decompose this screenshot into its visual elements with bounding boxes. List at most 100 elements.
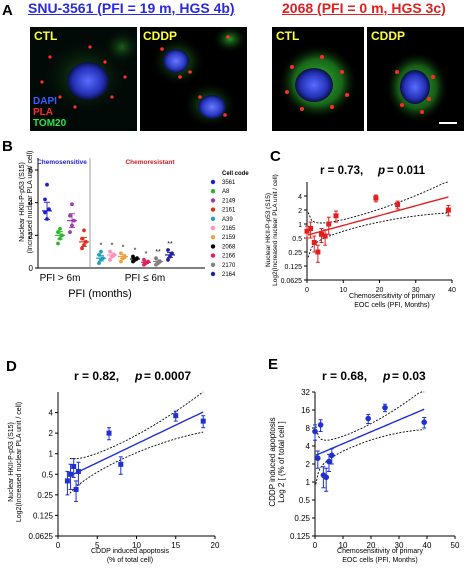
panel-e-ylabel-2: Log 2 [ (% of total cell ] [277,421,286,502]
c-point [304,228,310,234]
panel-c-stat-p-value: = 0.011 [387,165,426,177]
d-point [200,418,206,424]
panel-b-legend-label: 2165 [222,226,236,232]
e-ytick-label: 32 [301,388,310,397]
d-xtick-label: 20 [211,541,220,550]
image-label-snu-ctl: CTL [34,29,58,43]
d-point [71,463,77,469]
panel-b-point [58,226,62,231]
panel-b-point [43,197,47,202]
d-ytick-label: 0.0625 [29,532,54,541]
e-point [421,419,427,426]
panel-e-stat-r: r = 0.68, [322,369,367,383]
panel-e-ylabel-1: CDDP induced apoptosis [268,417,277,506]
c-ci-upper [307,181,449,224]
panel-a-letter: A [2,2,13,19]
e-ytick-label: 8 [306,424,311,433]
e-xtick-label: 0 [313,541,318,550]
image-label-2068-cddp: CDDP [371,29,406,43]
d-ci-upper [69,391,204,460]
c-ytick-label: 2 [298,208,302,215]
e-xtick-label: 10 [339,541,348,550]
panel-d-stat-p-label: p [134,369,142,383]
panel-d-xlabel-2: (% of total cell) [107,557,153,564]
e-ytick-label: 16 [301,406,310,415]
panel-b-legend-label: 2149 [222,198,236,204]
c-point [319,231,324,237]
e-point [317,422,324,428]
panel-c-xlabel-2: EOC cells (PFI, Months) [354,302,429,309]
panel-b-significance: * [145,251,148,258]
panel-b-legend-marker [210,262,216,267]
c-xtick-label: 0 [305,287,309,294]
d-ytick-label: 4 [49,409,54,418]
micrograph-snu-ctl-image [30,27,137,131]
panel-b-point [70,202,74,207]
e-point [315,455,321,462]
panel-d-stat-p-value: = 0.0007 [144,369,191,383]
e-ci-upper [315,391,425,441]
scale-bar [439,122,457,124]
micrograph-snu-cddp-image [140,27,247,131]
panel-b-legend-marker [210,189,216,194]
panel-e-xlabel-2: EOC cells (PFI, Months) [342,557,417,564]
panel-b-point [108,257,112,262]
micrograph-snu-cddp [140,27,247,131]
panel-b-legend-marker [210,225,216,231]
c-point [311,240,317,246]
c-ytick-label: 0.0625 [281,278,303,285]
c-point [322,233,328,239]
panel-b-ytick-label: 4 [29,199,34,208]
panel-b-point [166,257,170,262]
e-ytick-label: 4 [306,442,311,451]
e-xtick-label: 30 [395,541,404,550]
c-point [326,221,332,227]
c-point [373,195,379,201]
panel-b-significance: ** [155,249,161,256]
panel-b-ylabel-1: Nuclear HKII-P-p53 (S15) [19,162,26,242]
c-ytick-label: 0.125 [284,264,302,271]
panel-b-legend-title: Cell code [222,171,249,177]
d-ytick-label: 0.25 [37,491,53,500]
d-point [64,478,70,484]
d-xtick-label: 10 [132,541,141,550]
panel-b-point [56,241,60,246]
panel-b-xlabel: PFI (months) [68,288,132,300]
panel-c-chart: r = 0.73, p = 0.011 Nuclear HKII-P-p53 (… [265,165,456,309]
panel-b-legend-marker [210,253,216,258]
micrograph-2068-cddp [367,27,464,131]
c-xtick-label: 20 [376,287,384,294]
panel-b-point [82,228,86,233]
panel-b-point [166,248,170,252]
d-ytick-label: 2 [49,429,54,438]
panel-d-ylabel-1: Nuclear HKII-P-p53 (S15) [8,422,15,502]
stain-label-tom20: TOM20 [33,118,67,129]
panel-b-legend-label: 2170 [222,263,236,269]
panel-e-stat-p-value: = 0.03 [392,369,426,383]
panel-b-point [119,259,123,264]
panel-b-xcat-1: PFI > 6m [40,273,81,284]
e-point [329,452,335,459]
panel-b-significance: * [122,244,125,251]
d-point [75,468,81,474]
panel-b-legend-label: 2159 [222,235,236,241]
c-point [315,249,321,255]
e-point [365,415,371,422]
panel-b-legend-label: A39 [222,217,233,223]
e-ytick-label: 0.25 [294,514,310,523]
micrograph-snu-ctl [30,27,137,131]
panel-b-group-chemosensitive: Chemosensitive [37,159,87,166]
panel-b-legend-marker [210,198,216,203]
panel-b-point [99,249,103,254]
panel-b-letter: B [2,138,13,155]
d-ytick-label: 0.5 [42,470,54,479]
c-point [333,213,339,219]
panel-c-ylabel-2: Log2(Increased nuclear PLA unit / cell) [272,174,279,286]
panel-b-point [47,207,51,212]
panel-c-letter: C [270,148,281,165]
e-ytick-label: 2 [306,460,311,469]
panel-b-legend-marker [210,244,216,249]
panel-b-legend-label: 2164 [222,272,236,278]
panel-b-point [154,256,158,261]
e-point [323,474,329,481]
